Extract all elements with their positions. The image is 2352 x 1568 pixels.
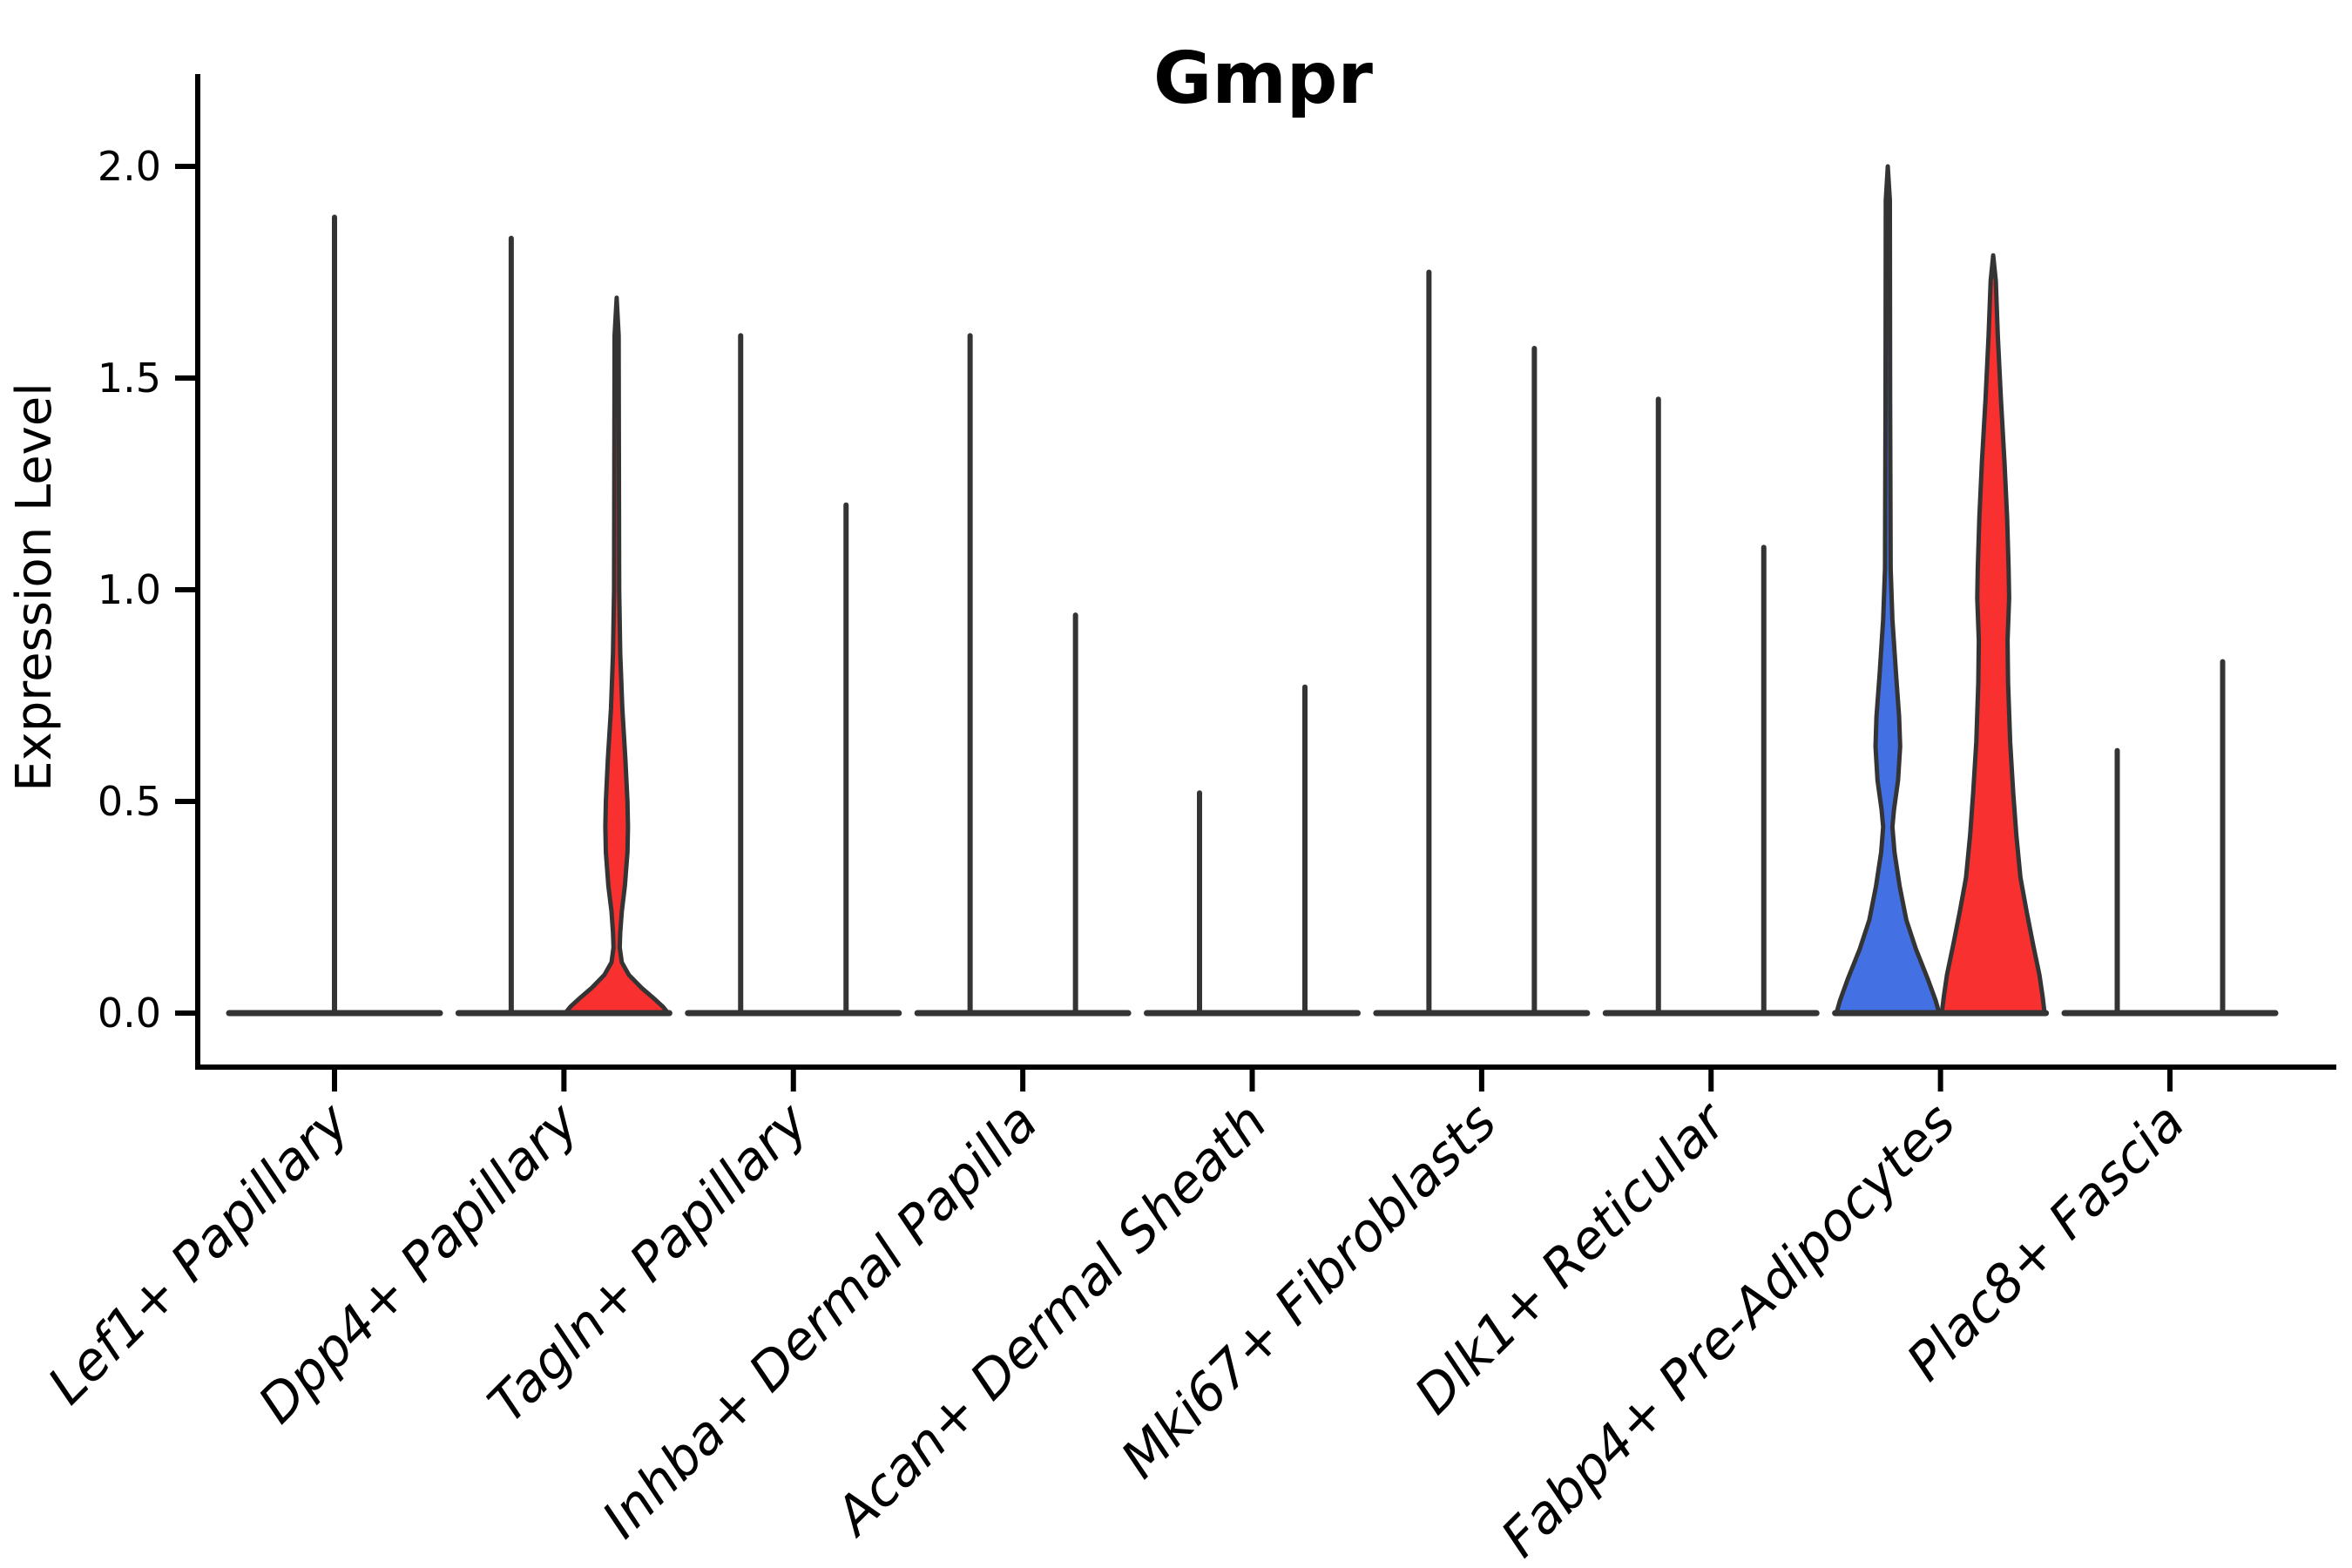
violin-blue [1834,164,1942,1016]
x-tick-label: Inhba+ Dermal Papilla [591,1092,1049,1550]
plot-title: Gmpr [1153,37,1373,120]
y-tick-label: 1.0 [98,566,161,613]
y-tick-label: 0.0 [98,990,161,1037]
x-tick-label: Acan+ Dermal Sheath [821,1092,1279,1549]
violin-red [563,295,671,1016]
y-tick-label: 1.5 [98,355,161,402]
y-tick-label: 0.5 [98,778,161,825]
x-tick-label: Mki67+ Fibroblasts [1110,1092,1509,1490]
x-tick-label: Fabp4+ Pre-Adipocytes [1490,1092,1967,1568]
y-axis-label: Expression Level [6,382,63,792]
violin-red [1939,253,2047,1016]
y-tick-label: 2.0 [98,143,161,190]
